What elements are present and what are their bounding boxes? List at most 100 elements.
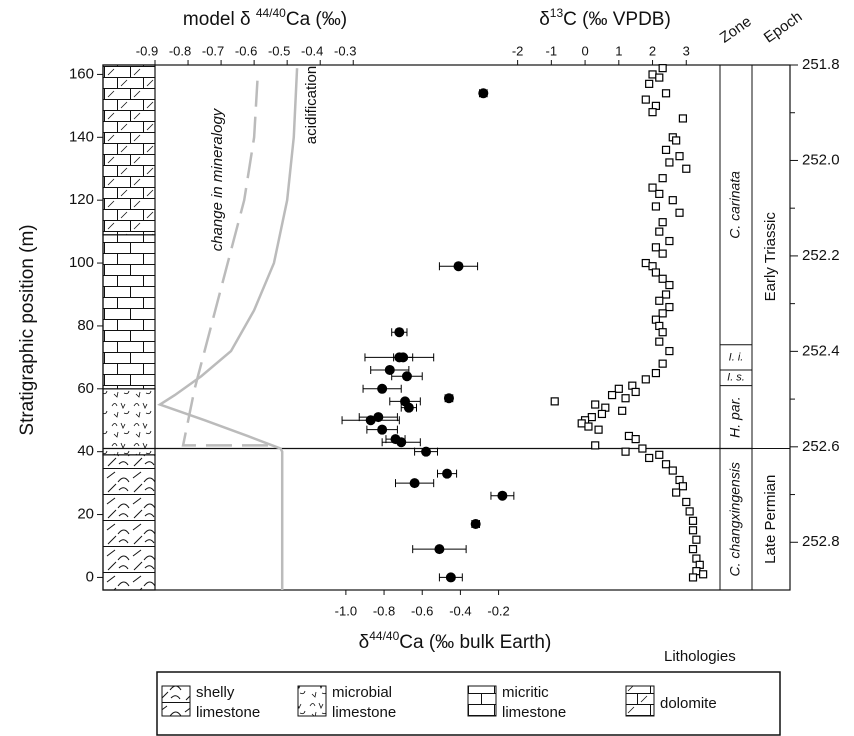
model-curve <box>157 68 299 590</box>
c13-point <box>685 507 694 516</box>
model-annotation: change in mineralogy <box>209 107 226 251</box>
c13-point <box>665 236 674 246</box>
c13-point <box>665 302 674 312</box>
c13-point <box>692 535 701 544</box>
c13-point <box>675 152 684 161</box>
ca-point <box>470 518 481 529</box>
ca-point <box>443 393 454 404</box>
c13-point <box>665 346 674 356</box>
c13-point <box>661 290 671 299</box>
c13-point <box>584 422 593 431</box>
legend-label-line: limestone <box>502 704 566 721</box>
c13-point <box>658 328 667 337</box>
age-tick-label: 252.8 <box>802 533 840 550</box>
epoch-label: Late Permian <box>762 475 779 564</box>
model-annotation: acidification <box>303 66 320 144</box>
c13-point <box>655 189 664 198</box>
plot-frame <box>102 64 791 591</box>
c13-point <box>591 400 600 409</box>
legend-label: micritic limestone <box>502 684 566 721</box>
lithology-segment <box>102 454 156 591</box>
age-tick-label: 252.2 <box>802 247 840 264</box>
c13-point <box>658 359 667 368</box>
c13-point <box>665 280 674 290</box>
ca-point <box>403 402 414 413</box>
legend-label-line: micritic <box>502 684 549 701</box>
c13-point <box>631 387 640 397</box>
ca-point <box>377 424 388 435</box>
ca-point <box>421 446 432 457</box>
ca-point <box>394 327 405 338</box>
zone-header: Zone <box>717 13 755 47</box>
c13-point <box>594 425 603 434</box>
c13-point <box>597 409 607 419</box>
ca-point <box>396 437 407 448</box>
c13-tick-label: 1 <box>615 43 622 58</box>
ca-tick-label: -0.4 <box>449 603 471 618</box>
age-tick-label: 252.0 <box>802 151 840 168</box>
c13-tick-label: 3 <box>683 43 690 58</box>
c13-point <box>655 450 664 459</box>
c13-tick-label: -2 <box>512 43 524 58</box>
ca-point <box>384 364 395 375</box>
ca-axis-title: δ44/40Ca (‰ bulk Earth) <box>359 629 552 653</box>
legend-label-line: dolomite <box>660 695 717 712</box>
y-tick-label: 120 <box>69 191 94 208</box>
ca-point <box>445 572 456 583</box>
c13-point <box>682 497 691 507</box>
c13-point <box>682 164 691 173</box>
c13-point <box>655 337 664 346</box>
c13-point <box>655 296 664 305</box>
c13-point <box>618 406 627 415</box>
c13-point <box>658 64 667 73</box>
c13-tick-label: 0 <box>581 43 588 58</box>
ca-point <box>409 478 420 489</box>
legend-title: Lithologies <box>664 648 736 665</box>
c13-point <box>665 158 674 167</box>
c13-point <box>661 460 671 469</box>
legend-label-line: shelly <box>196 684 235 701</box>
c13-point <box>688 545 698 554</box>
c13-point <box>641 95 650 104</box>
ca-tick-label: -0.6 <box>411 603 433 618</box>
ca-point <box>453 261 464 272</box>
c13-point <box>645 453 654 463</box>
model-tick-label: -0.8 <box>169 43 191 58</box>
ca-point <box>442 468 453 479</box>
zone-label: I. i. <box>729 351 744 363</box>
age-tick-label: 252.4 <box>802 342 840 359</box>
legend-label: dolomite <box>660 695 717 712</box>
c13-point <box>651 202 661 211</box>
c13-point <box>591 441 600 450</box>
y-tick-label: 80 <box>77 317 94 334</box>
c13-point <box>658 218 667 227</box>
c13-point <box>607 390 617 400</box>
c13-point <box>678 482 687 491</box>
model-curve <box>181 80 271 447</box>
epoch-header: Epoch <box>761 8 806 46</box>
epoch-label: Early Triassic <box>762 212 779 302</box>
legend-swatch <box>297 685 327 717</box>
zone-label: H. par. <box>727 396 743 438</box>
ca-tick-label: -1.0 <box>335 603 357 618</box>
c13-point <box>631 435 640 444</box>
zone-label: C. carinata <box>727 171 743 239</box>
c13-point <box>550 397 559 406</box>
ca-point <box>434 544 445 555</box>
c13-point <box>651 268 661 277</box>
c13-point <box>672 136 681 145</box>
lithology-segment <box>102 234 156 390</box>
model-tick-label: -0.3 <box>334 43 356 58</box>
c13-point <box>651 368 661 378</box>
c13-point <box>661 89 671 98</box>
c13-axis-title: δ13C (‰ VPDB) <box>539 6 671 30</box>
ca-point <box>373 412 384 423</box>
ca-point <box>365 415 376 426</box>
ca-tick-label: -0.8 <box>373 603 395 618</box>
c13-point <box>688 516 698 525</box>
legend-label: microbial limestone <box>332 684 396 721</box>
c13-point <box>678 114 687 123</box>
ca-point <box>401 371 412 382</box>
c13-point <box>675 208 684 217</box>
ca-point <box>398 352 409 363</box>
